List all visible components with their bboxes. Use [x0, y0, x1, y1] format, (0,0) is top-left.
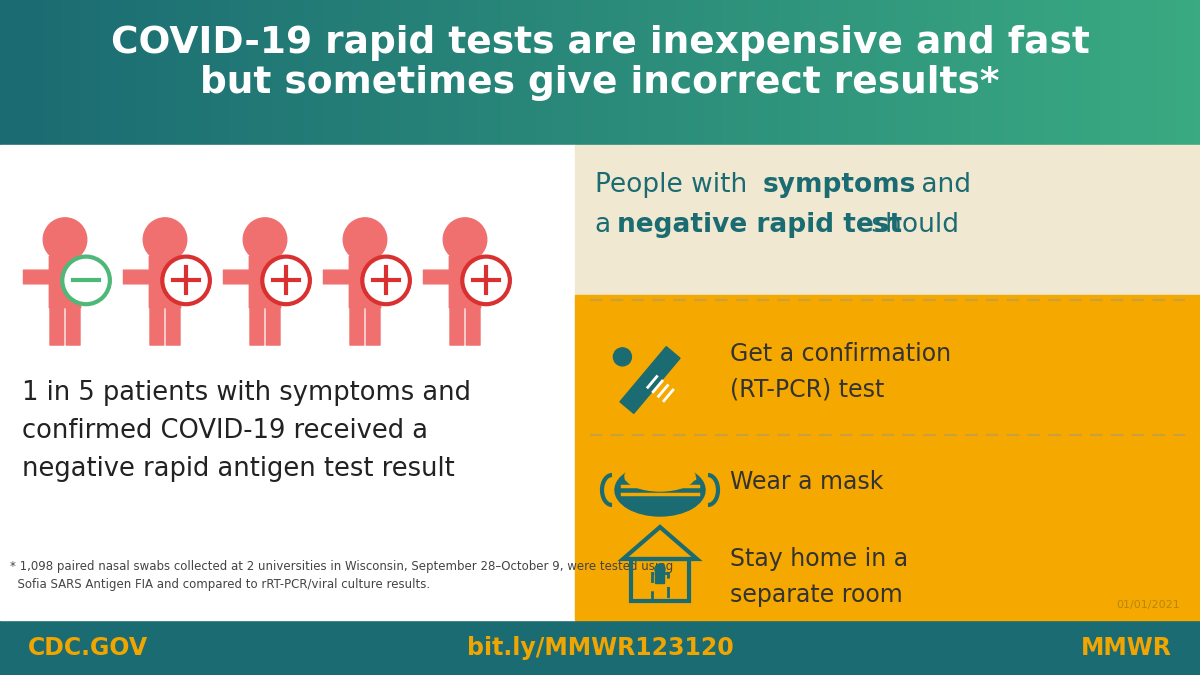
Circle shape: [62, 256, 110, 304]
Text: Wear a mask: Wear a mask: [730, 470, 883, 494]
Ellipse shape: [616, 464, 706, 516]
Bar: [0, 620, 1200, 675]
Ellipse shape: [625, 461, 695, 491]
Text: 1 in 5 patients with symptoms and: 1 in 5 patients with symptoms and: [22, 380, 470, 406]
FancyBboxPatch shape: [49, 256, 80, 308]
Bar: [575, 145, 1200, 295]
Circle shape: [162, 256, 210, 304]
FancyBboxPatch shape: [349, 256, 380, 308]
Text: 01/01/2021: 01/01/2021: [1116, 600, 1180, 610]
FancyBboxPatch shape: [350, 308, 364, 345]
FancyBboxPatch shape: [80, 270, 107, 284]
FancyBboxPatch shape: [150, 308, 163, 345]
Circle shape: [244, 218, 287, 261]
Circle shape: [263, 256, 310, 304]
Text: COVID-19 rapid tests are inexpensive and fast: COVID-19 rapid tests are inexpensive and…: [110, 25, 1090, 61]
FancyBboxPatch shape: [24, 270, 49, 284]
FancyBboxPatch shape: [50, 308, 64, 345]
Circle shape: [43, 218, 86, 261]
FancyBboxPatch shape: [324, 270, 349, 284]
FancyBboxPatch shape: [180, 270, 206, 284]
Text: symptoms: symptoms: [763, 172, 917, 198]
Polygon shape: [620, 347, 680, 413]
FancyBboxPatch shape: [366, 308, 380, 345]
Circle shape: [143, 218, 187, 261]
Circle shape: [655, 564, 665, 574]
Text: CDC.GOV: CDC.GOV: [28, 636, 148, 660]
FancyBboxPatch shape: [266, 308, 280, 345]
FancyBboxPatch shape: [450, 308, 463, 345]
FancyBboxPatch shape: [480, 270, 506, 284]
FancyBboxPatch shape: [149, 256, 181, 308]
Bar: [652, 573, 668, 601]
Text: and: and: [913, 172, 971, 198]
FancyBboxPatch shape: [223, 270, 250, 284]
Text: but sometimes give incorrect results*: but sometimes give incorrect results*: [200, 65, 1000, 101]
Text: negative rapid antigen test result: negative rapid antigen test result: [22, 456, 455, 482]
FancyBboxPatch shape: [655, 568, 665, 583]
Bar: [575, 295, 1200, 620]
FancyBboxPatch shape: [167, 308, 180, 345]
Text: MMWR: MMWR: [1081, 636, 1172, 660]
Circle shape: [343, 218, 386, 261]
Bar: [0, 145, 575, 620]
FancyBboxPatch shape: [467, 308, 480, 345]
Text: bit.ly/MMWR123120: bit.ly/MMWR123120: [467, 636, 733, 660]
FancyBboxPatch shape: [380, 270, 407, 284]
Text: Stay home in a
separate room: Stay home in a separate room: [730, 547, 908, 607]
Text: negative rapid test: negative rapid test: [617, 212, 902, 238]
Bar: [631, 559, 689, 601]
Text: a: a: [595, 212, 619, 238]
FancyBboxPatch shape: [250, 256, 281, 308]
FancyBboxPatch shape: [449, 256, 481, 308]
Text: People with: People with: [595, 172, 756, 198]
FancyBboxPatch shape: [124, 270, 150, 284]
FancyBboxPatch shape: [250, 308, 264, 345]
Text: * 1,098 paired nasal swabs collected at 2 universities in Wisconsin, September 2: * 1,098 paired nasal swabs collected at …: [10, 560, 673, 591]
Circle shape: [362, 256, 410, 304]
Circle shape: [462, 256, 510, 304]
FancyBboxPatch shape: [281, 270, 306, 284]
Circle shape: [443, 218, 487, 261]
FancyBboxPatch shape: [424, 270, 450, 284]
Circle shape: [613, 348, 631, 366]
Text: should: should: [863, 212, 959, 238]
Text: confirmed COVID-19 received a: confirmed COVID-19 received a: [22, 418, 428, 444]
Text: Get a confirmation
(RT-PCR) test: Get a confirmation (RT-PCR) test: [730, 342, 952, 402]
FancyBboxPatch shape: [66, 308, 80, 345]
